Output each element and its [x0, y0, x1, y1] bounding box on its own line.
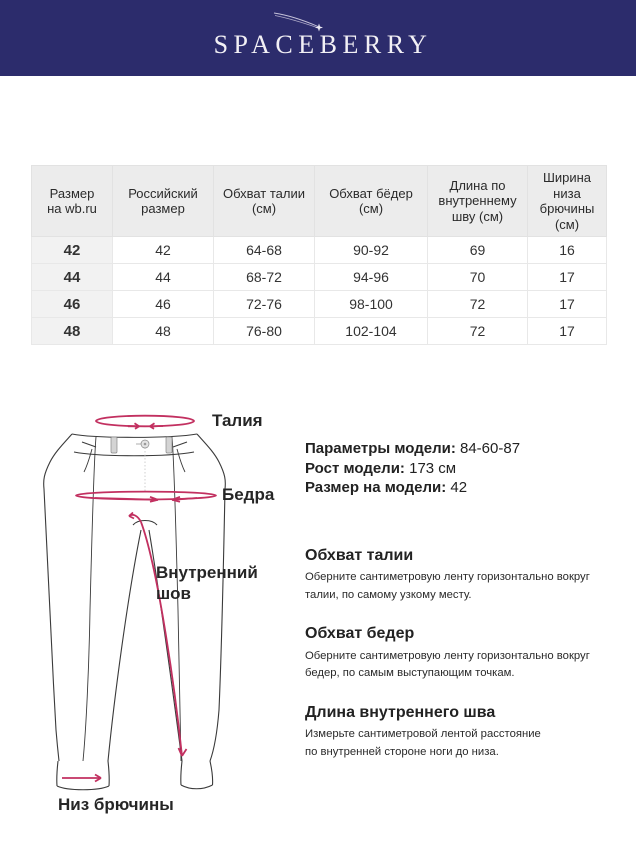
svg-text:шов: шов: [156, 584, 191, 603]
svg-text:Внутренний: Внутренний: [156, 563, 258, 582]
svg-text:Талия: Талия: [212, 411, 263, 430]
svg-text:Бедра: Бедра: [222, 485, 275, 504]
svg-text:Низ брючины: Низ брючины: [58, 795, 174, 814]
